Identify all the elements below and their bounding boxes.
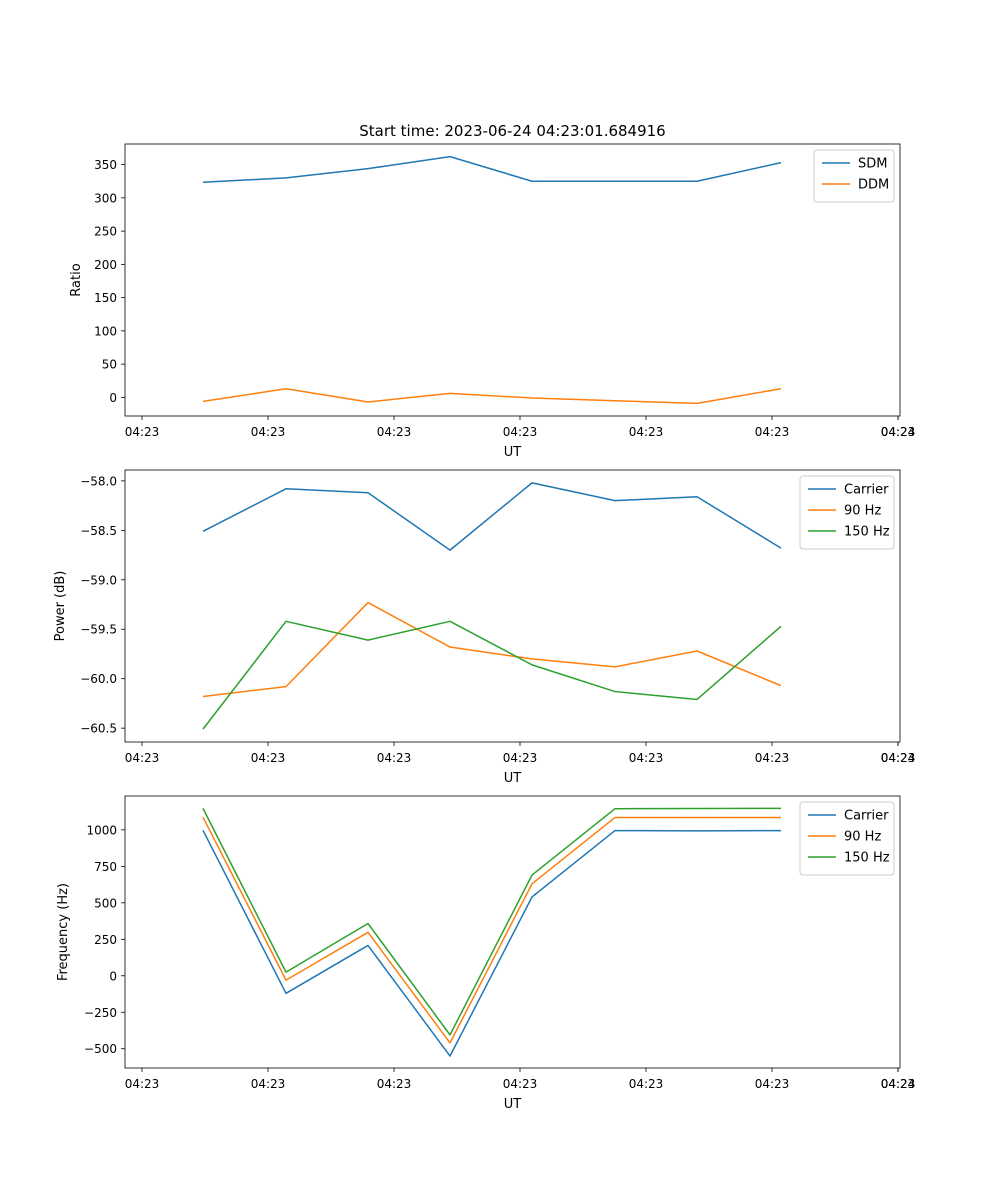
frequency-lines [202, 807, 782, 1057]
y-tick-label: 750 [94, 860, 117, 874]
frequency-panel: 04:23 04:23 04:23 04:23 04:23 04:23 04:2304:24… [56, 795, 916, 1112]
legend-entry: SDM [858, 157, 887, 172]
x-tick-label: 04:23 [503, 1077, 538, 1091]
series-line-90-hz [202, 816, 781, 1044]
ratio-lines [202, 155, 782, 405]
y-tick-label: −58.0 [80, 474, 117, 488]
x-tick-label: 04:23 [755, 425, 790, 439]
y-tick-label: −60.0 [80, 672, 117, 686]
legend-entry: Carrier [844, 483, 889, 498]
power-x-axis-label: UT [504, 771, 522, 786]
series-line-carrier [202, 482, 782, 551]
y-tick-label: 0 [109, 391, 117, 405]
figure-title: Start time: 2023-06-24 04:23:01.684916 [359, 122, 665, 140]
x-tick-label: 04:23 [125, 425, 160, 439]
y-tick-label: −58.5 [80, 524, 117, 538]
x-tick-label: 04:23 [503, 751, 538, 765]
legend-entry: 150 Hz [844, 851, 890, 866]
frequency-x-axis-label: UT [504, 1097, 522, 1112]
series-line-90-hz [202, 601, 782, 698]
y-tick-label: −60.5 [80, 722, 117, 736]
x-tick-label: 04:23 [125, 751, 160, 765]
x-tick-label: 04:23 [377, 751, 412, 765]
ratio-panel: 04:23 04:23 04:23 04:23 04:23 04:23 04:2304:24… [69, 143, 916, 460]
x-tick-label: 04:23 [125, 1077, 160, 1091]
series-line-carrier [202, 829, 782, 1057]
y-tick-label: −59.5 [80, 623, 117, 637]
x-tick-label: 04:24 [881, 1077, 916, 1091]
y-tick-label: −250 [84, 1006, 117, 1020]
x-tick-label: 04:23 [251, 1077, 286, 1091]
y-tick-label: 350 [94, 158, 117, 172]
x-tick-label: 04:24 [881, 425, 916, 439]
y-tick-label: 250 [94, 933, 117, 947]
y-tick-label: 150 [94, 291, 117, 305]
ratio-legend: SDM DDM [813, 149, 895, 203]
legend-entry: DDM [858, 178, 889, 193]
ratio-y-axis-label: Ratio [69, 263, 84, 296]
frequency-y-ticks: 1000 750 500 250 0 −250 −500 [84, 823, 125, 1056]
x-tick-label: 04:23 [251, 425, 286, 439]
frequency-legend: Carrier 90 Hz 150 Hz [799, 801, 895, 876]
y-tick-label: 0 [109, 969, 117, 983]
y-tick-label: 100 [94, 324, 117, 338]
series-line-150-hz [202, 807, 782, 1036]
x-tick-label: 04:23 [881, 425, 916, 439]
power-legend: Carrier 90 Hz 150 Hz [799, 475, 895, 550]
x-tick-label: 04:23 [251, 751, 286, 765]
power-lines [202, 482, 782, 730]
power-panel: 04:23 04:23 04:23 04:23 04:23 04:23 04:2304:24… [53, 469, 916, 786]
y-tick-label: −500 [84, 1042, 117, 1056]
y-tick-label: 200 [94, 258, 117, 272]
y-tick-label: −59.0 [80, 573, 117, 587]
y-tick-label: 300 [94, 191, 117, 205]
series-line-sdm [202, 155, 782, 183]
x-tick-label: 04:23 [377, 1077, 412, 1091]
legend-entry: Carrier [844, 809, 889, 824]
legend-entry: 90 Hz [844, 830, 881, 845]
power-axes-frame [124, 469, 901, 743]
x-tick-label: 04:23 [881, 751, 916, 765]
x-tick-label: 04:23 [629, 425, 664, 439]
x-tick-label: 04:23 [755, 751, 790, 765]
x-tick-label: 04:23 [503, 425, 538, 439]
power-y-ticks: −58.0 −58.5 −59.0 −59.5 −60.0 −60.5 [80, 474, 125, 736]
y-tick-label: 1000 [86, 823, 117, 837]
x-tick-label: 04:23 [629, 1077, 664, 1091]
ratio-x-axis-label: UT [504, 445, 522, 460]
legend-entry: 90 Hz [844, 504, 881, 519]
x-tick-label: 04:23 [755, 1077, 790, 1091]
x-tick-label: 04:23 [881, 1077, 916, 1091]
legend-entry: 150 Hz [844, 525, 890, 540]
frequency-y-axis-label: Frequency (Hz) [56, 883, 71, 981]
y-tick-label: 250 [94, 225, 117, 239]
series-line-150-hz [202, 620, 782, 730]
ratio-axes-frame [124, 143, 901, 417]
x-tick-label: 04:23 [629, 751, 664, 765]
ratio-y-ticks: 0 50 100 150 200 250 300 350 [94, 158, 125, 405]
y-tick-label: 50 [102, 358, 117, 372]
x-tick-label: 04:24 [881, 751, 916, 765]
y-tick-label: 500 [94, 896, 117, 910]
x-tick-label: 04:23 [377, 425, 412, 439]
power-y-axis-label: Power (dB) [53, 571, 68, 642]
series-line-ddm [202, 387, 782, 405]
frequency-axes-frame [124, 795, 901, 1069]
